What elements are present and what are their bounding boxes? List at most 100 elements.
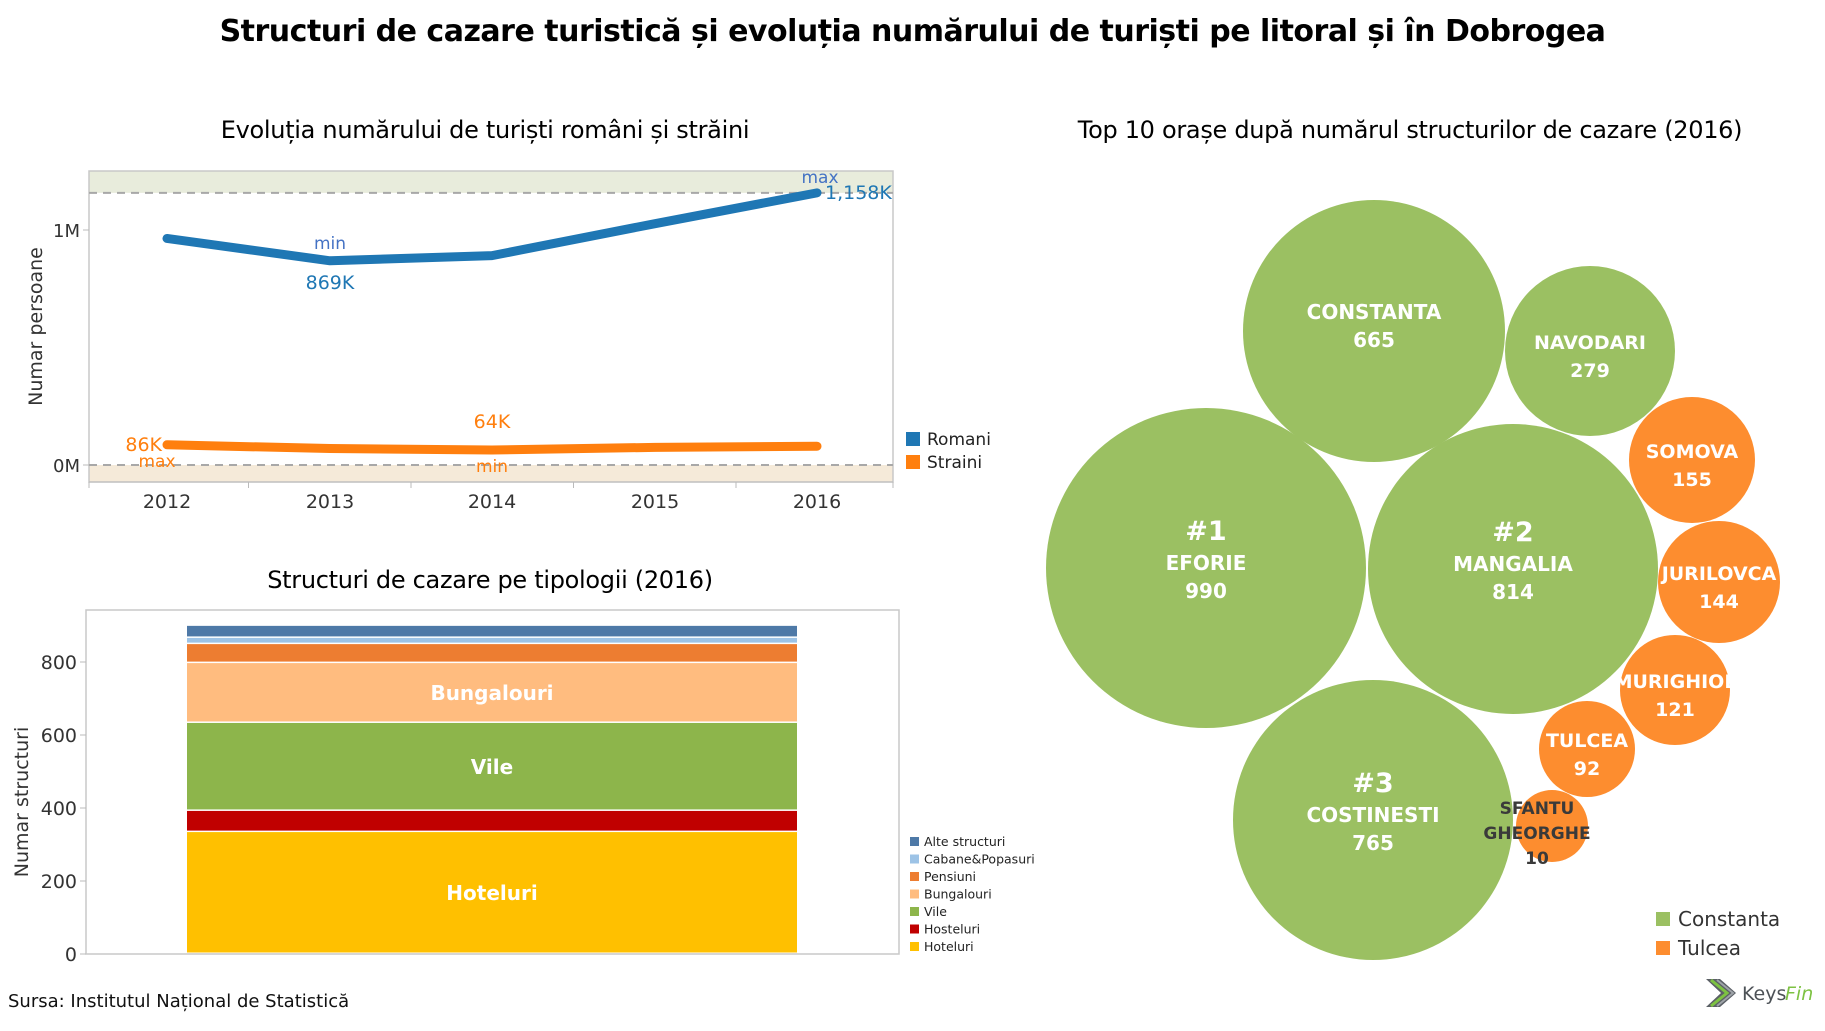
data-point-romani	[651, 219, 659, 228]
bubble-mangalia: #2 MANGALIA 814	[1368, 424, 1658, 714]
y-tick-label: 0M	[53, 456, 80, 477]
data-point-straini	[163, 440, 171, 449]
annotation-tag: min	[476, 457, 508, 477]
legend-swatch	[910, 872, 919, 881]
bubble-name: COSTINESTI	[1306, 803, 1439, 827]
bubble-circle	[1233, 680, 1513, 960]
x-tick-label: 2012	[143, 491, 191, 513]
plot-frame	[85, 609, 900, 955]
bubble-circle	[1658, 521, 1780, 643]
bar-segment-hosteluri	[187, 810, 797, 831]
x-tick-label: 2016	[793, 491, 841, 513]
bar-segment-vile	[187, 722, 797, 810]
bar-segment-cabanepopasuri	[187, 637, 797, 643]
legend-swatch-constanta	[1656, 912, 1670, 926]
legend-label: Hoteluri	[924, 939, 974, 954]
bubble-circle	[1539, 701, 1635, 797]
bubble-sfantu-gheorghe: SFANTU GHEORGHE 10	[1483, 790, 1591, 869]
legend-label-constanta: Constanta	[1678, 907, 1780, 931]
bubble-name: CONSTANTA	[1307, 300, 1442, 324]
bar-segment-label: Vile	[471, 755, 513, 779]
y-axis-label: Numar persoane	[25, 247, 47, 406]
bubble-circle	[1620, 635, 1730, 745]
legend-label: Alte structuri	[924, 834, 1005, 849]
bubble-name: JURILOVCA	[1660, 563, 1777, 585]
bubble-circle	[1505, 266, 1675, 436]
legend-label-straini: Straini	[927, 453, 982, 473]
y-tick-label: 200	[41, 871, 77, 893]
annotation-tag: min	[314, 234, 346, 254]
bubble-value: 155	[1672, 469, 1712, 491]
data-point-romani	[813, 188, 821, 197]
annotation-tag: max	[138, 452, 175, 472]
bubble-name: NAVODARI	[1534, 332, 1646, 354]
main-title: Structuri de cazare turistică și evoluți…	[219, 14, 1606, 49]
logo-text-fin: Fin	[1785, 983, 1813, 1005]
bubble-value: 92	[1574, 758, 1600, 780]
y-tick-label: 1M	[53, 221, 80, 242]
bubble-murighiol: MURIGHIOL 121	[1614, 635, 1737, 745]
x-tick-label: 2015	[631, 491, 679, 513]
stacked-bar-chart: 0 200 400 600 800 Numar structuri Hoteluri Vile…	[11, 609, 1035, 966]
logo-chevron-icon: Keys Fin	[1706, 978, 1813, 1008]
max-band	[89, 171, 893, 193]
annotation-value: 869K	[306, 272, 355, 294]
legend-swatch	[910, 907, 919, 916]
bubble-costinesti: #3 COSTINESTI 765	[1233, 680, 1513, 960]
bar-segment-pensiuni	[187, 644, 797, 662]
bubble-rank: #3	[1352, 768, 1393, 799]
legend-label: Hosteluri	[924, 922, 980, 937]
line-chart-title: Evoluția numărului de turiști români și …	[220, 116, 750, 144]
bubble-circle	[1243, 200, 1505, 462]
y-axis-label: Numar structuri	[11, 727, 33, 878]
legend-swatch	[910, 837, 919, 846]
bubble-value: 144	[1699, 591, 1739, 613]
bubble-name: SOMOVA	[1646, 441, 1739, 463]
x-tick-label: 2014	[468, 491, 516, 513]
legend-swatch-tulcea	[1656, 941, 1670, 955]
line-chart-plot: 0M 1M Numar persoane 2012 2013 2014 2015 2016 mi…	[25, 168, 991, 513]
bubble-circle	[1629, 397, 1755, 523]
bubble-constanta: CONSTANTA 665	[1243, 200, 1505, 462]
legend-swatch-romani	[906, 432, 920, 446]
legend-label-tulcea: Tulcea	[1677, 936, 1741, 960]
legend-label: Cabane&Popasuri	[924, 852, 1035, 867]
legend-swatch	[910, 924, 919, 934]
data-point-straini	[813, 442, 821, 451]
bubble-circle	[1516, 790, 1588, 862]
bubble-name: GHEORGHE	[1483, 824, 1590, 844]
bubble-tulcea: TULCEA 92	[1539, 701, 1635, 797]
bubble-value: 121	[1655, 699, 1695, 721]
x-tick-label: 2013	[306, 491, 354, 513]
data-point-straini	[326, 444, 334, 453]
bubble-circle	[1046, 408, 1366, 728]
legend-swatch-straini	[906, 455, 920, 469]
bubble-jurilovca: JURILOVCA 144	[1658, 521, 1780, 643]
legend-label-romani: Romani	[927, 430, 991, 450]
bubble-rank: #2	[1492, 517, 1533, 548]
bar-segment-bungalouri	[187, 663, 797, 722]
bubble-value: 10	[1525, 849, 1549, 869]
bar-segment-label: Hoteluri	[446, 881, 537, 905]
keysfin-logo: Keys Fin	[1704, 976, 1819, 1010]
bubble-value: 279	[1570, 360, 1610, 382]
data-point-romani	[488, 251, 496, 260]
data-point-romani	[326, 256, 334, 265]
bubble-name: MURIGHIOL	[1614, 671, 1737, 693]
bubble-value: 765	[1352, 831, 1394, 855]
legend-swatch	[910, 942, 919, 951]
bar-segment-label: Bungalouri	[430, 681, 553, 705]
y-tick-label: 800	[41, 652, 77, 674]
bubble-value: 990	[1185, 579, 1227, 603]
annotation-value: 1,158K	[825, 182, 892, 204]
min-band	[89, 465, 893, 482]
annotation-value: 64K	[474, 411, 511, 433]
bubble-rank: #1	[1185, 516, 1226, 547]
legend-swatch	[910, 854, 919, 864]
plot-frame	[88, 170, 894, 483]
bubble-circle	[1368, 424, 1658, 714]
bar-segment-hoteluri	[187, 832, 797, 953]
y-tick-label: 0	[65, 944, 77, 966]
bar-chart-title: Structuri de cazare pe tipologii (2016)	[267, 566, 713, 594]
